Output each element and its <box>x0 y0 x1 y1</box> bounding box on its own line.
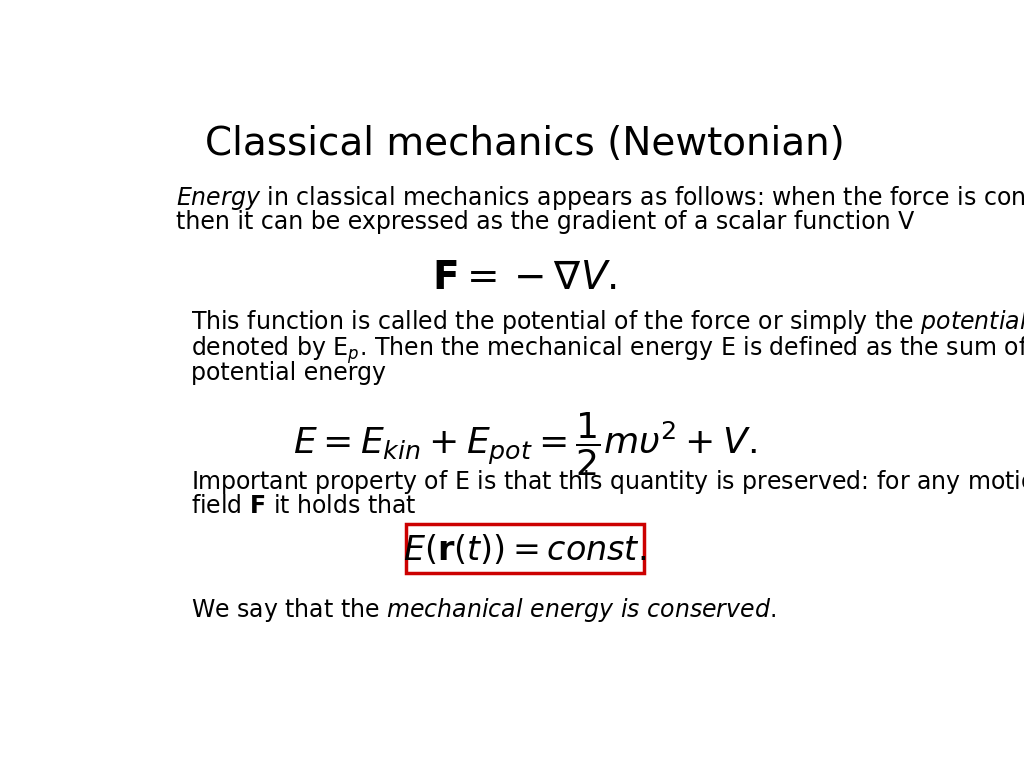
Text: Classical mechanics (Newtonian): Classical mechanics (Newtonian) <box>205 124 845 163</box>
Text: This function is called the potential of the force or simply the $\mathit{potent: This function is called the potential of… <box>191 308 1024 336</box>
Text: $E(\mathbf{r}(t)) = const.$: $E(\mathbf{r}(t)) = const.$ <box>403 533 646 567</box>
Text: denoted by E$_p$. Then the mechanical energy E is defined as the sum of the kine: denoted by E$_p$. Then the mechanical en… <box>191 335 1024 366</box>
Text: $\mathbf{F} = -\nabla V.$: $\mathbf{F} = -\nabla V.$ <box>432 259 617 297</box>
Text: $E = E_{kin} + E_{pot} = \dfrac{1}{2}m\upsilon^{2} + V.$: $E = E_{kin} + E_{pot} = \dfrac{1}{2}m\u… <box>293 410 757 478</box>
Text: Important property of E is that this quantity is preserved: for any motion $\mat: Important property of E is that this qua… <box>191 468 1024 495</box>
Text: $\mathit{Energy}$ in classical mechanics appears as follows: when the force is c: $\mathit{Energy}$ in classical mechanics… <box>176 184 1024 212</box>
Text: potential energy: potential energy <box>191 361 386 386</box>
Text: We say that the $\mathit{mechanical\ energy\ is\ conserved}$.: We say that the $\mathit{mechanical\ ene… <box>191 596 776 624</box>
Text: then it can be expressed as the gradient of a scalar function V: then it can be expressed as the gradient… <box>176 210 913 234</box>
Text: field $\mathbf{F}$ it holds that: field $\mathbf{F}$ it holds that <box>191 495 417 518</box>
